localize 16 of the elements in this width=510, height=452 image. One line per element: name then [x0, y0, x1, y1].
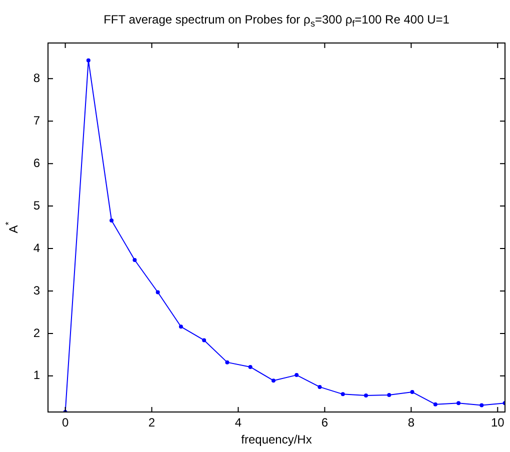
y-tick-label: 5	[33, 198, 40, 212]
x-tick-label: 8	[408, 416, 415, 430]
x-tick-label: 0	[62, 416, 69, 430]
x-tick-label: 10	[490, 416, 505, 430]
x-axis-title: frequency/Hx	[241, 432, 312, 446]
y-tick-label: 2	[33, 326, 40, 340]
y-tick-label: 7	[33, 113, 40, 128]
y-tick-label: 8	[33, 70, 40, 85]
x-tick-label: 4	[234, 416, 242, 430]
y-tick-label: 4	[33, 240, 40, 255]
y-tick-label: 3	[33, 283, 40, 298]
y-tick-label: 1	[33, 368, 40, 382]
x-tick-label: 2	[148, 416, 156, 430]
y-tick-label: 6	[33, 156, 40, 170]
y-axis-title: A*	[4, 221, 20, 234]
x-tick-label: 6	[321, 416, 328, 430]
